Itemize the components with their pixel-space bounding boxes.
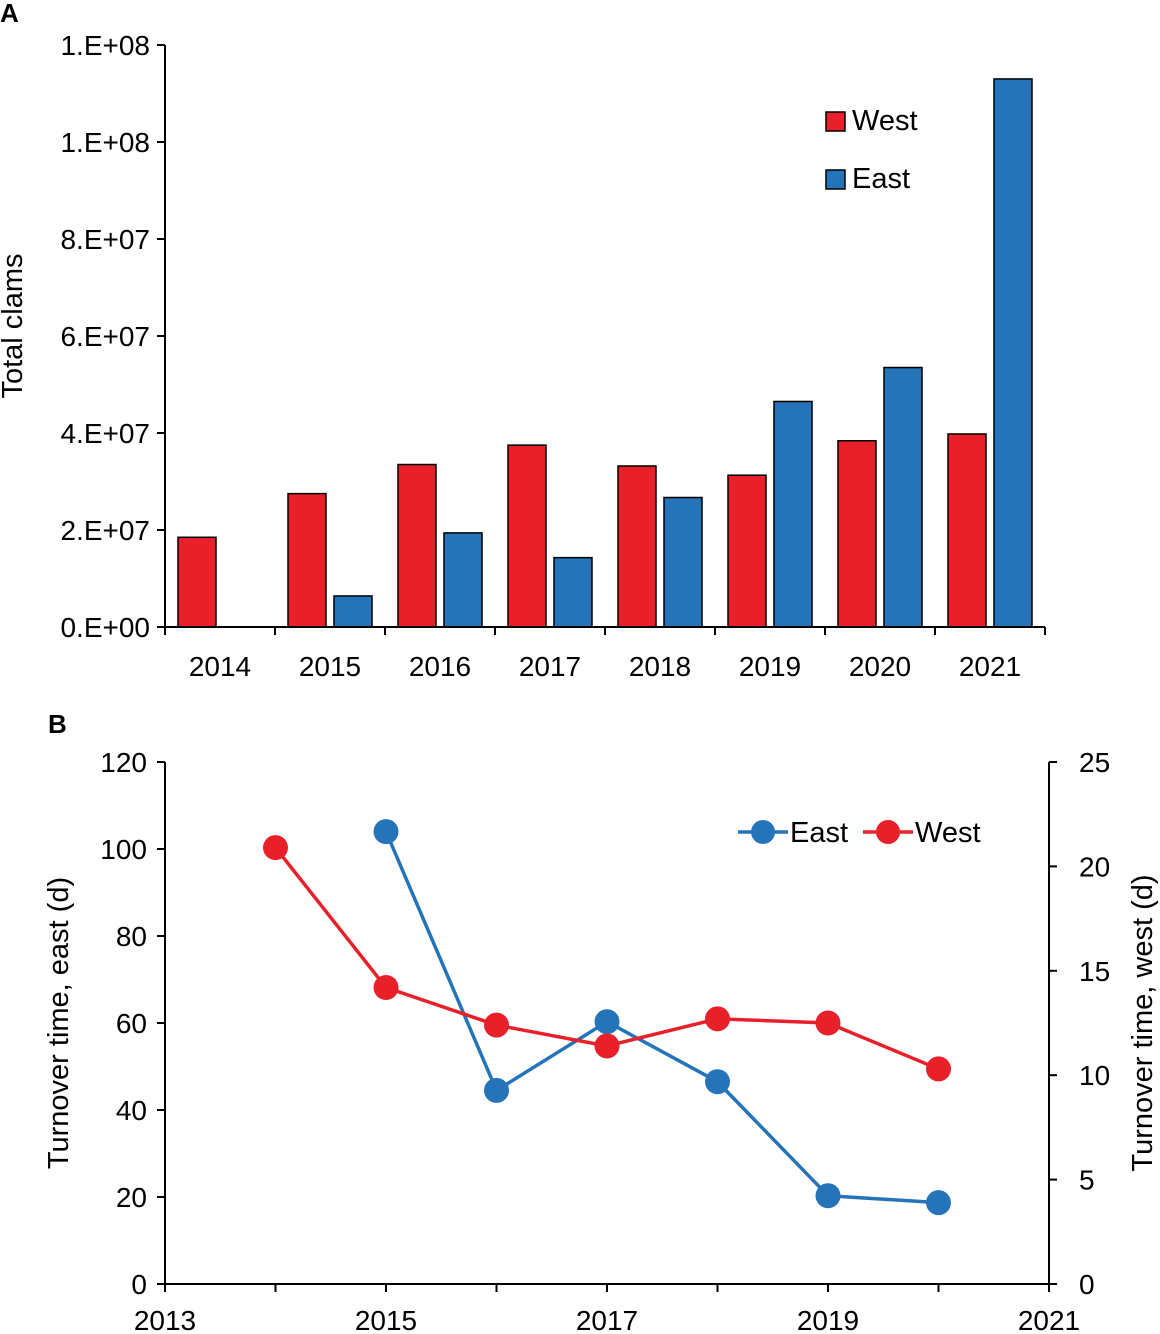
- b-left-y-tick-label: 120: [100, 747, 147, 778]
- line-series-group: [263, 819, 951, 1216]
- a-y-ticks: 0.E+00 2.E+07 4.E+07 6.E+07 8.E+07 1.E+08 1.E+…: [60, 30, 165, 643]
- point-west-2020: [926, 1056, 951, 1082]
- series-line-east: [384, 830, 939, 1205]
- b-left-y-tick-label: 20: [116, 1182, 147, 1213]
- panel-a-label: A: [0, 0, 19, 28]
- b-right-y-tick-label: 20: [1079, 851, 1110, 882]
- bar-west-2016: [397, 463, 437, 628]
- bar-west-2017: [507, 444, 547, 628]
- a-x-tick-label: 2021: [959, 651, 1021, 682]
- legend-marker-east: [751, 820, 775, 844]
- point-west-2019: [815, 1010, 841, 1036]
- point-west-2016: [484, 1012, 509, 1038]
- a-x-tick-label: 2017: [519, 651, 581, 682]
- a-y-tick-label: 4.E+07: [60, 418, 150, 449]
- legend-swatch-west: [825, 111, 846, 132]
- b-x-tick-label: 2019: [797, 1305, 859, 1334]
- b-legend: East West: [738, 817, 981, 849]
- legend-label-west: West: [852, 105, 918, 137]
- bar-east-2015: [333, 595, 373, 628]
- bar-west-2019: [727, 474, 767, 628]
- b-x-ticks: 2013 2015 2017 2019 2021: [134, 1284, 1080, 1334]
- b-left-y-tick-label: 60: [116, 1008, 147, 1039]
- point-east-2019: [815, 1183, 841, 1209]
- a-legend: West East: [825, 105, 918, 195]
- point-east-2015: [373, 819, 399, 845]
- b-x-tick-label: 2013: [134, 1305, 196, 1334]
- a-x-tick-label: 2019: [739, 651, 801, 682]
- panel-a-bar-chart: A 0.E+00 2.E+07 4.E+07 6.E+07 8.E+07 1.E+08 1.…: [0, 0, 1046, 682]
- b-left-y-tick-label: 40: [116, 1095, 147, 1126]
- bar-east-2018: [663, 496, 703, 628]
- b-left-y-tick-label: 80: [116, 921, 147, 952]
- b-right-y-tick-label: 25: [1079, 747, 1110, 778]
- point-east-2020: [926, 1190, 951, 1216]
- point-west-2018: [705, 1006, 730, 1032]
- panel-b-label: B: [48, 709, 67, 739]
- a-y-tick-label: 2.E+07: [60, 515, 150, 546]
- point-east-2018: [705, 1069, 730, 1095]
- a-y-tick-label: 6.E+07: [60, 321, 150, 352]
- a-x-ticks: 2014 2015 2016 2017 2018 2019 2020 2021: [164, 627, 1046, 682]
- legend-marker-west: [876, 820, 900, 844]
- a-y-tick-label: 1.E+08: [60, 30, 150, 61]
- bar-east-2020: [883, 366, 923, 628]
- a-x-tick-label: 2014: [189, 651, 251, 682]
- b-right-y-ticks: 0 5 10 15 20 25: [1049, 747, 1110, 1300]
- b-right-y-tick-label: 0: [1079, 1269, 1095, 1300]
- a-y-axis-title: Total clams: [0, 253, 29, 398]
- point-west-2017: [594, 1033, 620, 1059]
- legend-label-west: West: [915, 817, 981, 849]
- a-y-tick-label: 8.E+07: [60, 224, 150, 255]
- b-right-y-tick-label: 15: [1079, 956, 1110, 987]
- legend-swatch-east: [825, 169, 846, 190]
- bar-west-2021: [947, 433, 987, 628]
- bar-west-2018: [617, 465, 657, 628]
- a-y-tick-label: 0.E+00: [60, 612, 150, 643]
- legend-label-east: East: [790, 817, 848, 849]
- point-east-2016: [484, 1077, 509, 1103]
- a-x-tick-label: 2020: [849, 651, 911, 682]
- bar-group: [177, 78, 1033, 628]
- a-x-tick-label: 2015: [299, 651, 361, 682]
- bar-east-2016: [443, 532, 483, 628]
- point-west-2015: [373, 975, 399, 1001]
- b-x-tick-label: 2017: [576, 1305, 638, 1334]
- b-x-tick-label: 2015: [355, 1305, 417, 1334]
- point-east-2017: [594, 1009, 620, 1035]
- bar-east-2021: [993, 78, 1033, 628]
- b-right-y-axis-title: Turnover time, west (d): [1127, 874, 1159, 1171]
- b-right-y-tick-label: 5: [1079, 1165, 1095, 1196]
- a-y-tick-label: 1.E+08: [60, 127, 150, 158]
- legend-label-east: East: [852, 163, 910, 195]
- bar-west-2020: [837, 440, 877, 628]
- b-left-y-ticks: 0 20 40 60 80 100 120: [100, 747, 165, 1300]
- bar-west-2014: [177, 536, 217, 628]
- bar-east-2017: [553, 556, 593, 628]
- b-x-tick-label: 2021: [1018, 1305, 1080, 1334]
- b-left-y-tick-label: 100: [100, 834, 147, 865]
- point-west-2014: [263, 835, 288, 861]
- bar-west-2015: [287, 492, 327, 628]
- b-left-y-tick-label: 0: [131, 1269, 147, 1300]
- a-x-tick-label: 2018: [629, 651, 691, 682]
- bar-east-2019: [773, 400, 813, 628]
- b-left-y-axis-title: Turnover time, east (d): [43, 877, 75, 1169]
- b-right-y-tick-label: 10: [1079, 1060, 1110, 1091]
- a-x-tick-label: 2016: [409, 651, 471, 682]
